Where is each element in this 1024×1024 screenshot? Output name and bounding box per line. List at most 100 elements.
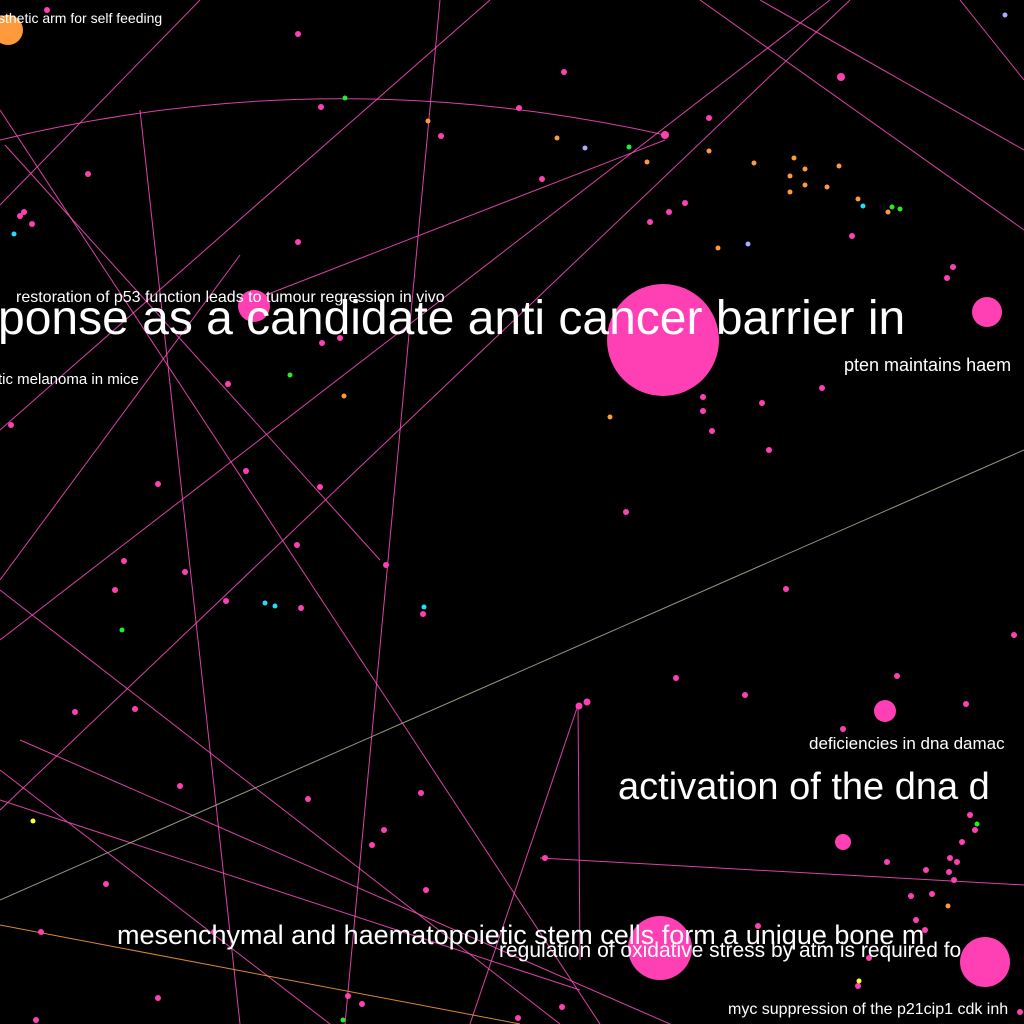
network-node <box>369 842 375 848</box>
network-node <box>103 881 109 887</box>
network-node <box>119 627 125 633</box>
network-node <box>889 204 895 210</box>
network-node <box>706 115 712 121</box>
network-node <box>243 468 249 474</box>
network-node <box>819 385 825 391</box>
network-node <box>837 73 845 81</box>
network-node <box>72 709 78 715</box>
network-node <box>897 206 903 212</box>
network-node <box>840 726 846 732</box>
network-edge <box>0 769 331 1024</box>
network-edge <box>0 0 491 431</box>
node-label-dna-damage: deficiencies in dna damac <box>809 734 1005 753</box>
network-node <box>944 275 950 281</box>
network-node <box>561 69 567 75</box>
network-node <box>298 605 304 611</box>
node-label-activation: activation of the dna d <box>618 766 990 808</box>
network-node <box>647 219 653 225</box>
node-label-myc: myc suppression of the p21cip1 cdk inh <box>728 1001 1008 1018</box>
network-node <box>295 239 301 245</box>
network-node <box>287 372 293 378</box>
network-edge <box>0 109 601 1024</box>
network-node <box>8 422 14 428</box>
network-node <box>1017 1009 1023 1015</box>
network-node <box>661 131 669 139</box>
network-node <box>855 983 861 989</box>
network-node <box>515 1015 521 1021</box>
network-node <box>421 604 427 610</box>
network-node <box>318 104 324 110</box>
network-edge <box>577 704 581 961</box>
network-node <box>294 542 300 548</box>
network-node <box>946 869 952 875</box>
node-label-melanoma: tic melanoma in mice <box>0 371 139 388</box>
network-node <box>1011 632 1017 638</box>
network-edge <box>19 739 671 1024</box>
network-edge <box>0 799 581 991</box>
network-node <box>673 675 679 681</box>
network-edge <box>0 0 201 206</box>
network-node <box>755 923 761 929</box>
network-node <box>21 209 27 215</box>
network-node <box>913 917 919 923</box>
network-edge <box>539 857 1024 886</box>
network-node <box>791 155 797 161</box>
network-node <box>85 171 91 177</box>
node-label-mesenchymal: mesenchymal and haematopoietic stem cell… <box>117 920 924 950</box>
network-node <box>121 558 127 564</box>
network-node <box>559 1004 565 1010</box>
network-edge <box>759 0 1024 151</box>
node-label-prosthetic: sthetic arm for self feeding <box>0 10 162 26</box>
network-node <box>340 1017 346 1023</box>
network-node <box>516 105 522 111</box>
network-node <box>272 603 278 609</box>
network-node <box>644 159 650 165</box>
network-node <box>908 893 914 899</box>
node-label-oxidative: regulation of oxidative stress by atm is… <box>499 939 961 962</box>
network-node <box>715 245 721 251</box>
network-node <box>874 700 896 722</box>
network-node <box>225 381 231 387</box>
network-edge <box>0 0 831 641</box>
network-node <box>420 611 426 617</box>
network-edge <box>699 0 1024 231</box>
network-node <box>575 702 583 710</box>
network-node <box>607 284 719 396</box>
network-node <box>929 891 935 897</box>
network-node <box>223 598 229 604</box>
network-node <box>700 394 706 400</box>
network-node <box>963 701 969 707</box>
network-node <box>305 796 311 802</box>
network-edge <box>139 109 241 1024</box>
node-label-dna-response: ponse as a candidate anti cancer barrier… <box>0 292 905 345</box>
network-node <box>849 233 855 239</box>
network-node <box>33 1017 39 1023</box>
network-node <box>155 995 161 1001</box>
network-node <box>866 955 872 961</box>
network-edge <box>469 704 579 1024</box>
network-node <box>30 818 36 824</box>
network-node <box>954 859 960 865</box>
network-node <box>418 790 424 796</box>
network-node <box>947 855 953 861</box>
network-node <box>923 867 929 873</box>
network-node <box>319 340 325 346</box>
network-node <box>894 673 900 679</box>
network-node <box>951 877 957 883</box>
network-node <box>709 428 715 434</box>
network-node <box>29 221 35 227</box>
network-edge <box>4 144 381 561</box>
network-node <box>974 821 980 827</box>
network-edge <box>0 449 1024 901</box>
network-node <box>132 706 138 712</box>
network-node <box>745 241 751 247</box>
network-node <box>295 31 301 37</box>
network-node <box>950 264 956 270</box>
network-node <box>884 859 890 865</box>
network-node <box>155 481 161 487</box>
network-node <box>582 145 588 151</box>
network-edge <box>0 0 851 811</box>
